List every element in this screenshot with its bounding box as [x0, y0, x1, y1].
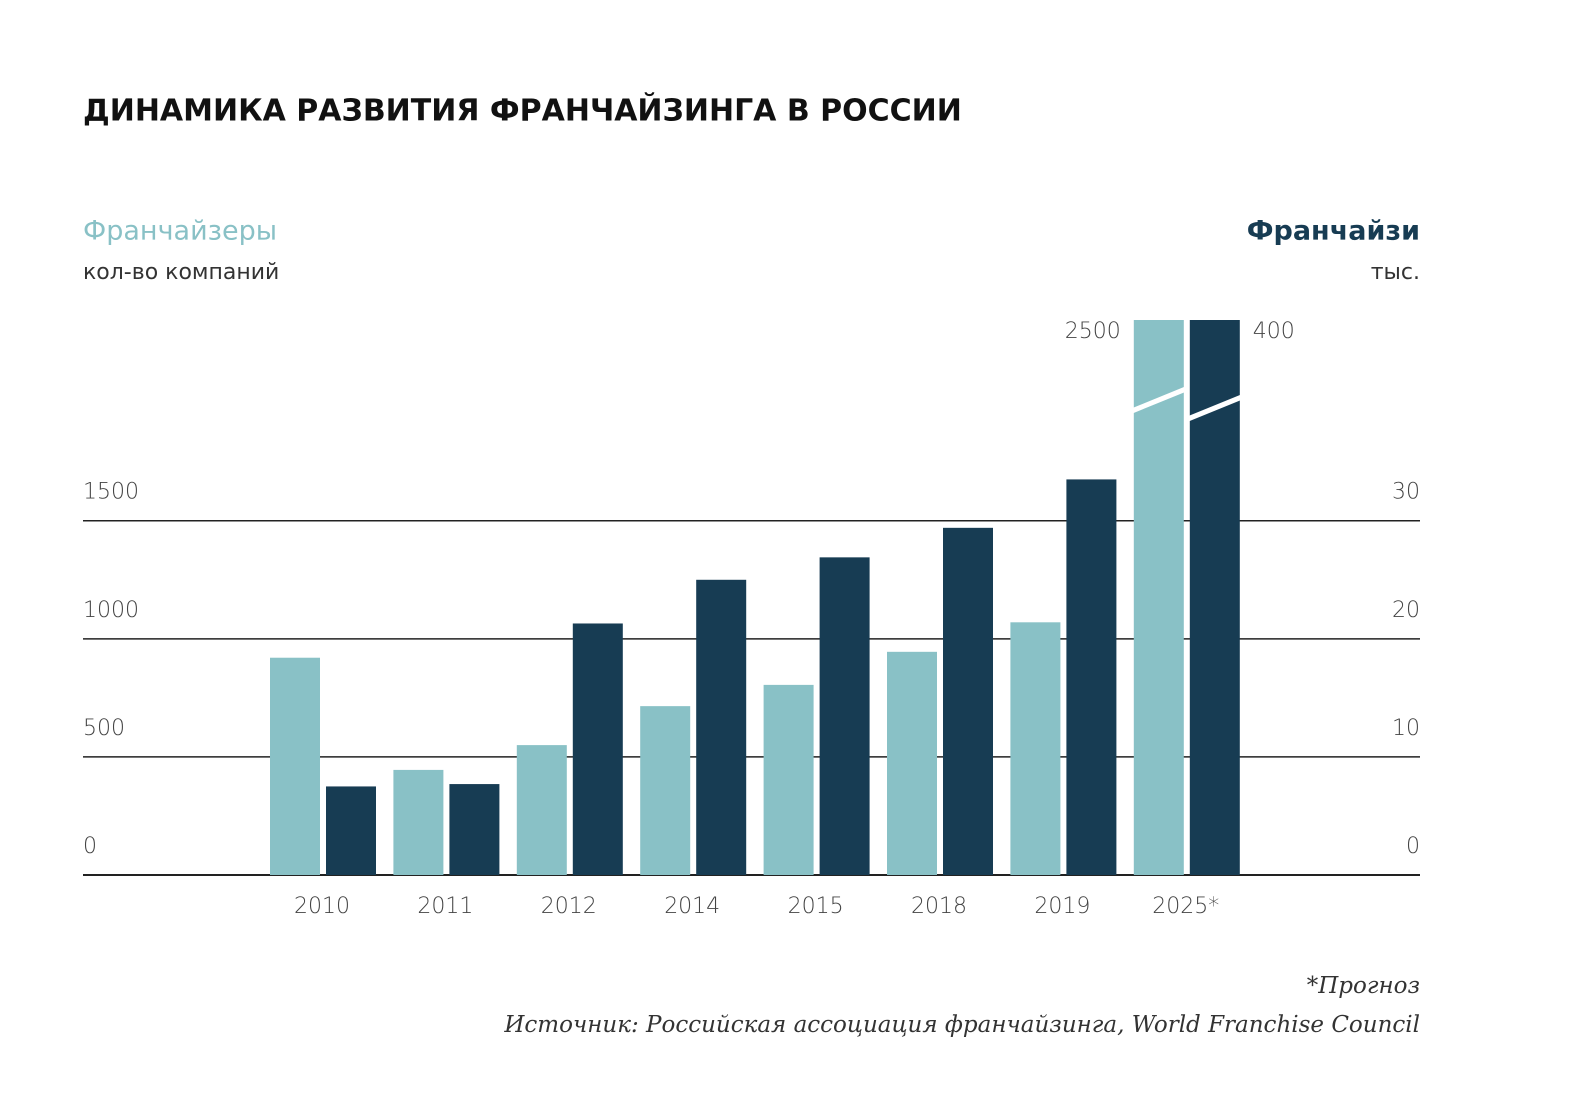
x-tick-label: 2019 [1034, 894, 1090, 919]
bar [819, 557, 870, 875]
x-tick-label: 2015 [788, 894, 844, 919]
x-tick-label: 2014 [664, 894, 720, 919]
y2-tick-label: 20 [1392, 598, 1420, 623]
bar [516, 745, 567, 875]
y-tick-label: 0 [83, 834, 97, 859]
bar [887, 651, 937, 875]
bar [270, 657, 320, 875]
bar [1133, 320, 1184, 875]
value-label: 400 [1253, 319, 1295, 344]
y-tick-label: 500 [83, 716, 125, 741]
bar [1010, 622, 1061, 875]
x-tick-label: 2011 [417, 894, 473, 919]
bar [572, 623, 623, 875]
axis-break [1130, 386, 1187, 414]
bar [449, 784, 500, 875]
x-tick-label: 2025* [1152, 894, 1219, 919]
y2-tick-label: 10 [1392, 716, 1420, 741]
bar [696, 579, 747, 875]
bar [943, 527, 993, 875]
y2-tick-label: 0 [1406, 834, 1420, 859]
x-tick-label: 2012 [541, 894, 597, 919]
bar [763, 684, 814, 875]
note: *Прогноз [1307, 973, 1420, 999]
y2-axis-label: тыс. [1371, 260, 1420, 285]
y-axis-label: кол-во компаний [83, 260, 279, 285]
source: Источник: Российская ассоциация франчайз… [503, 1012, 1420, 1038]
legend-left: Франчайзеры [83, 216, 277, 247]
chart-title: ДИНАМИКА РАЗВИТИЯ ФРАНЧАЙЗИНГА В РОССИИ [83, 93, 962, 129]
axis-break [1186, 394, 1243, 422]
x-tick-label: 2018 [911, 894, 967, 919]
y2-tick-label: 30 [1392, 480, 1420, 505]
bar [640, 706, 691, 875]
value-label: 2500 [1065, 319, 1121, 344]
bar [326, 786, 376, 875]
y-tick-label: 1000 [83, 598, 139, 623]
y-tick-label: 1500 [83, 480, 139, 505]
bar [1066, 479, 1117, 875]
bar [393, 769, 444, 875]
legend-right: Франчайзи [1247, 216, 1420, 247]
x-tick-label: 2010 [294, 894, 350, 919]
